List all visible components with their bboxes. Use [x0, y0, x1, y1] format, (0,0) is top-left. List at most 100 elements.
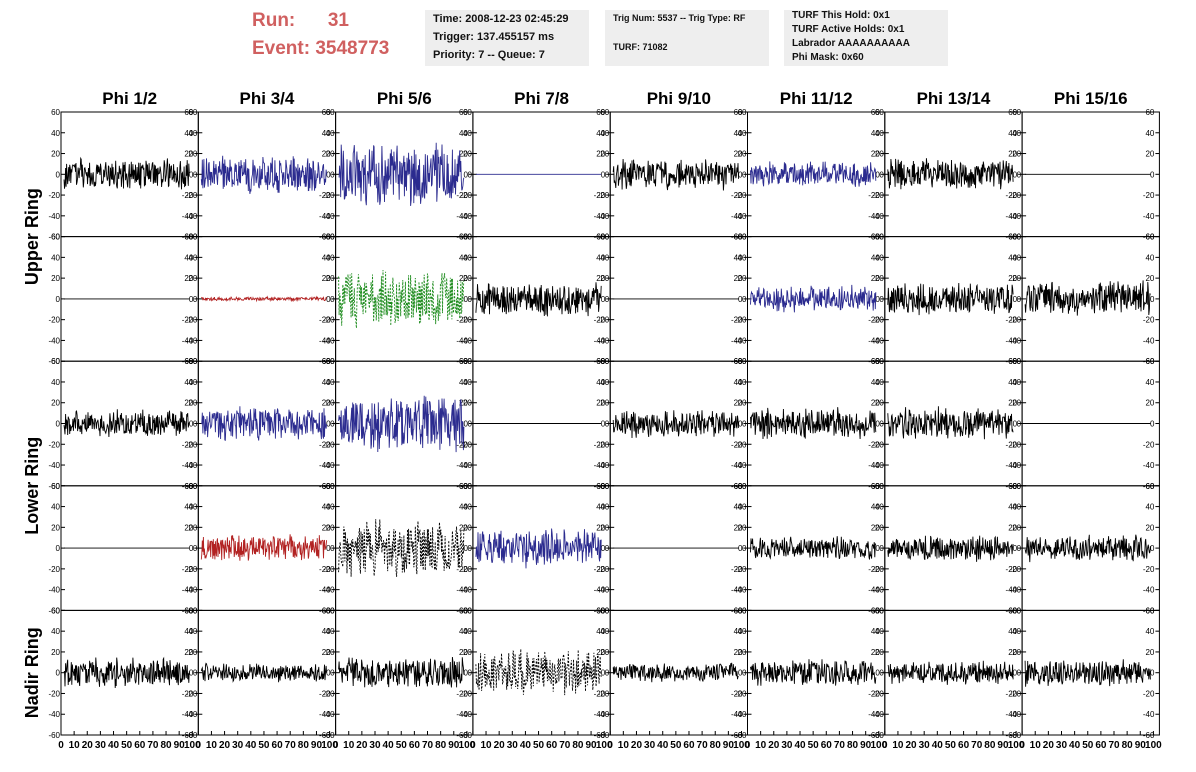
- y-tick-label: 60: [1012, 108, 1021, 117]
- y-tick-label: 60: [734, 233, 743, 242]
- x-tick-label: 30: [1056, 740, 1068, 751]
- y-tick-label: 0: [738, 544, 743, 553]
- trigger-text: Trigger: 137.455157 ms: [433, 31, 555, 43]
- y-tick-label: 20: [188, 150, 197, 159]
- y-tick-label: -60: [182, 233, 194, 242]
- y-tick-label: 40: [51, 253, 60, 262]
- y-tick-label: -60: [460, 357, 472, 366]
- y-tick-label: -20: [460, 440, 472, 449]
- turf-info-box: TURF This Hold: 0x1 TURF Active Holds: 0…: [784, 10, 948, 66]
- y-tick-label: -40: [48, 212, 60, 221]
- y-tick-label: 0: [1013, 544, 1018, 553]
- y-tick-label: 40: [875, 627, 884, 636]
- y-tick-label: -20: [460, 316, 472, 325]
- y-tick-label: -20: [598, 316, 610, 325]
- y-tick-label: 20: [1008, 648, 1017, 657]
- x-tick-label: 10: [618, 740, 630, 751]
- y-tick-label: -40: [731, 586, 743, 595]
- y-tick-label: -40: [1006, 212, 1018, 221]
- waveform-trace: [63, 656, 190, 689]
- y-tick-label: -40: [598, 461, 610, 470]
- y-tick-label: -40: [48, 461, 60, 470]
- y-tick-label: 60: [596, 357, 605, 366]
- y-tick-label: 0: [601, 669, 606, 678]
- x-tick-label: 90: [1135, 740, 1147, 751]
- x-tick-label: 70: [147, 740, 159, 751]
- y-tick-label: 40: [463, 253, 472, 262]
- y-tick-label: 60: [734, 606, 743, 615]
- y-tick-label: -60: [323, 606, 335, 615]
- y-tick-label: -60: [186, 233, 198, 242]
- y-tick-label: 20: [463, 150, 472, 159]
- y-tick-label: -20: [460, 689, 472, 698]
- y-tick-label: -20: [456, 565, 468, 574]
- x-tick-label: 80: [984, 740, 996, 751]
- event-value: 3548773: [315, 38, 390, 59]
- y-tick-label: 20: [875, 274, 884, 283]
- y-tick-label: -60: [735, 731, 747, 740]
- y-tick-label: -40: [182, 461, 194, 470]
- y-tick-label: -60: [323, 233, 335, 242]
- y-tick-label: 20: [184, 648, 193, 657]
- y-tick-label: 20: [600, 648, 609, 657]
- y-tick-label: 20: [1012, 648, 1021, 657]
- y-tick-label: 20: [322, 648, 331, 657]
- y-tick-label: -20: [456, 689, 468, 698]
- y-tick-label: -20: [594, 565, 606, 574]
- y-tick-label: 40: [1008, 503, 1017, 512]
- y-tick-label: -60: [868, 357, 880, 366]
- y-tick-label: 20: [596, 399, 605, 408]
- y-tick-label: 20: [871, 648, 880, 657]
- y-tick-label: 60: [1008, 482, 1017, 491]
- y-tick-label: -60: [48, 357, 60, 366]
- y-tick-label: 40: [600, 503, 609, 512]
- y-tick-label: 60: [463, 482, 472, 491]
- y-tick-label: -40: [868, 336, 880, 345]
- y-tick-label: 60: [738, 108, 747, 117]
- y-tick-label: 40: [1012, 378, 1021, 387]
- y-tick-label: 0: [1017, 544, 1022, 553]
- x-tick-label: 90: [997, 740, 1009, 751]
- x-tick-label: 90: [860, 740, 872, 751]
- y-tick-label: -40: [868, 461, 880, 470]
- y-tick-label: -60: [731, 482, 743, 491]
- x-tick-label: 70: [559, 740, 571, 751]
- y-tick-label: 60: [463, 108, 472, 117]
- x-tick-label: 20: [905, 740, 917, 751]
- y-tick-label: 40: [1145, 378, 1154, 387]
- y-tick-label: -40: [1010, 710, 1022, 719]
- x-tick-label: 70: [422, 740, 434, 751]
- y-tick-label: 60: [184, 606, 193, 615]
- y-tick-label: 60: [322, 606, 331, 615]
- y-tick-label: -60: [460, 482, 472, 491]
- y-tick-label: -20: [598, 565, 610, 574]
- y-tick-label: 40: [734, 503, 743, 512]
- y-tick-label: -40: [735, 586, 747, 595]
- y-tick-label: 0: [601, 295, 606, 304]
- y-tick-label: 0: [738, 170, 743, 179]
- y-tick-label: -40: [319, 336, 331, 345]
- y-tick-label: -40: [186, 212, 198, 221]
- y-tick-label: 0: [330, 669, 335, 678]
- waveform-trace: [1024, 659, 1151, 687]
- y-tick-label: -20: [731, 565, 743, 574]
- y-tick-label: 60: [875, 357, 884, 366]
- y-tick-label: 20: [738, 648, 747, 657]
- y-tick-label: 60: [51, 108, 60, 117]
- y-tick-label: -20: [598, 689, 610, 698]
- y-tick-label: 0: [1013, 295, 1018, 304]
- waveform-trace: [887, 406, 1014, 440]
- y-tick-label: 0: [1150, 170, 1155, 179]
- y-tick-label: 60: [1008, 108, 1017, 117]
- x-tick-label: 40: [245, 740, 257, 751]
- y-tick-label: -20: [731, 440, 743, 449]
- x-tick-label: 60: [1095, 740, 1107, 751]
- y-tick-label: 0: [605, 420, 610, 429]
- x-tick-label: 30: [95, 740, 107, 751]
- y-tick-label: 60: [1145, 606, 1154, 615]
- y-tick-label: -20: [872, 440, 884, 449]
- y-tick-label: -20: [1006, 689, 1018, 698]
- x-tick-label: 0: [607, 740, 613, 751]
- y-tick-label: -60: [182, 731, 194, 740]
